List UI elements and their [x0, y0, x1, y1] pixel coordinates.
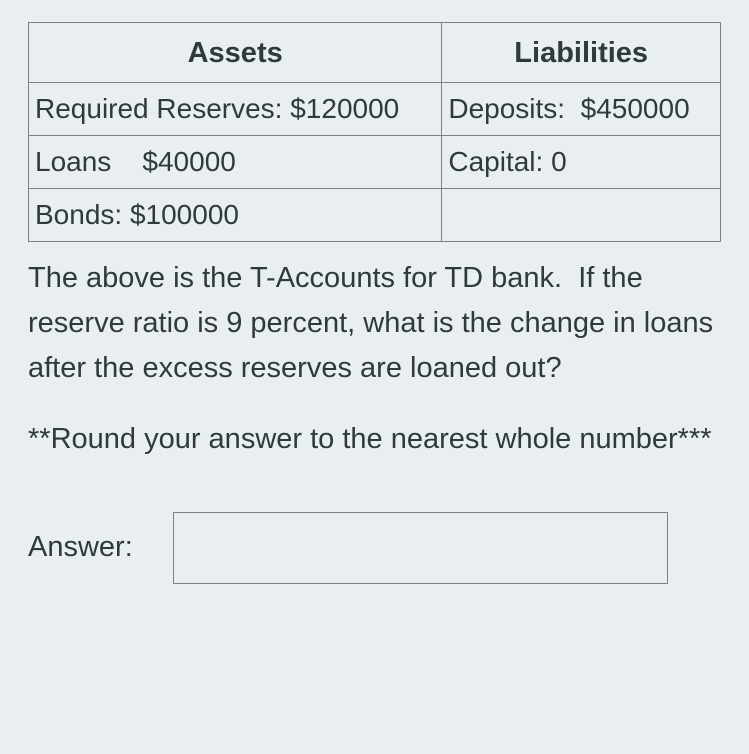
cell-asset: Required Reserves: $120000 [29, 83, 442, 136]
table-row: Bonds: $100000 [29, 189, 721, 242]
t-accounts-table: Assets Liabilities Required Reserves: $1… [28, 22, 721, 242]
header-liabilities: Liabilities [442, 23, 721, 83]
answer-row: Answer: [28, 512, 721, 584]
cell-liability [442, 189, 721, 242]
cell-liability: Deposits: $450000 [442, 83, 721, 136]
answer-label: Answer: [28, 531, 133, 564]
answer-input[interactable] [173, 512, 668, 584]
cell-asset: Loans $40000 [29, 136, 442, 189]
cell-asset: Bonds: $100000 [29, 189, 442, 242]
question-text: The above is the T-Accounts for TD bank.… [28, 256, 721, 391]
header-assets: Assets [29, 23, 442, 83]
table-row: Loans $40000 Capital: 0 [29, 136, 721, 189]
table-row: Required Reserves: $120000 Deposits: $45… [29, 83, 721, 136]
cell-liability: Capital: 0 [442, 136, 721, 189]
rounding-note: **Round your answer to the nearest whole… [28, 417, 721, 462]
